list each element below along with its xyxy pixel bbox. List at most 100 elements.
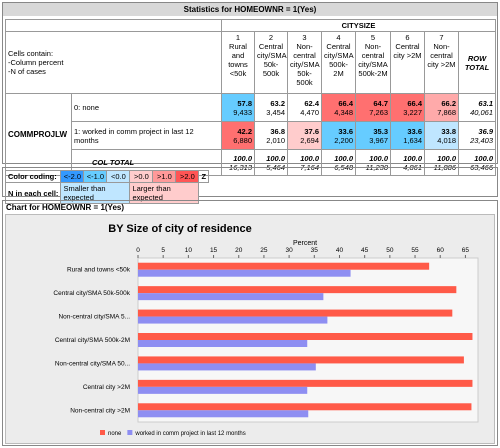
data-cell: 100.0 6,548: [321, 149, 356, 176]
stats-header: Statistics for HOMEOWNR = 1(Yes): [3, 3, 497, 16]
x-tick-label: 60: [437, 247, 445, 254]
chart-header: Chart for HOMEOWNR = 1(Yes): [6, 203, 125, 212]
data-cell: 37.6 2,694: [287, 121, 322, 150]
data-cell: 42.2 6,880: [221, 121, 255, 150]
color-legend: Color coding: <-2.0 <-1.0 <0.0 >0.0 >1.0 >2.0 Z…: [4, 170, 210, 204]
y-tick-label: Non-central city >2M: [70, 407, 130, 414]
cell-percent: 36.9: [478, 126, 494, 136]
row-total-header: ROW TOTAL: [457, 31, 497, 94]
column-code: 7: [439, 33, 444, 42]
data-cell: 100.0 5,464: [254, 149, 288, 176]
data-cell: 35.3 3,967: [355, 121, 391, 150]
column-header: 3 Non-central city/SMA 50k-500k: [287, 31, 322, 94]
column-label: Non-central city/SMA 500k-2M: [358, 42, 388, 78]
cell-percent: 33.6: [338, 126, 353, 136]
legend-label: none: [108, 431, 122, 437]
y-tick-label: Central city/SMA 50k-500k: [53, 290, 130, 297]
bar: [138, 286, 457, 294]
color-bin: <-1.0: [83, 170, 108, 183]
data-cell: 66.2 7,868: [424, 93, 459, 122]
data-row: 1: worked in comm project in last 12 mon…: [6, 121, 497, 150]
cell-percent: 100.0: [266, 153, 285, 163]
cell-n: 6,880: [233, 135, 252, 145]
cell-n: 23,403: [470, 135, 494, 145]
bar: [138, 333, 473, 340]
column-label: Central city/SMA 50k-500k: [257, 42, 287, 78]
legend-frame: [2, 167, 498, 197]
legend-swatch: [127, 430, 133, 435]
cell-percent: 66.4: [407, 98, 422, 108]
data-cell: 36.9 23,403: [457, 121, 497, 150]
legend-swatch: [100, 430, 105, 435]
cell-percent: 36.8: [270, 126, 285, 136]
column-label: Non-central city/SMA 50k-500k: [290, 42, 320, 87]
bar: [138, 269, 351, 277]
y-tick-label: Rural and towns <50k: [67, 267, 131, 274]
data-cell: 57.8 9,433: [221, 93, 255, 122]
chart: BY Size of city of residence Percent 0 5 1…: [5, 214, 495, 444]
x-tick-label: 55: [411, 247, 419, 254]
x-tick-label: 45: [361, 247, 369, 254]
cell-percent: 100.0: [233, 153, 252, 163]
bar: [138, 379, 473, 387]
cell-percent: 57.8: [237, 98, 252, 108]
x-tick-label: 25: [260, 247, 268, 254]
bar: [138, 293, 324, 301]
x-tick-label: 35: [311, 247, 319, 254]
bar: [138, 262, 430, 270]
cell-percent: 100.0: [300, 153, 319, 163]
cell-n: 4,018: [437, 135, 456, 145]
bar: [138, 410, 309, 418]
cell-percent: 100.0: [437, 153, 456, 163]
z-label: Z: [198, 170, 210, 183]
column-label: Central city/SMA 500k-2M: [324, 42, 354, 78]
cell-n: 7,868: [437, 107, 456, 117]
smaller-label: Smaller than expected: [60, 182, 131, 204]
x-tick-label: 50: [386, 247, 394, 254]
cell-percent: 35.3: [373, 126, 388, 136]
cell-n: 3,967: [369, 135, 388, 145]
cell-percent: 66.2: [441, 98, 456, 108]
row-variable: COMMPROJLW: [5, 93, 72, 176]
x-tick-label: 0: [136, 247, 140, 254]
bar: [138, 340, 308, 347]
cell-percent: 42.2: [237, 126, 252, 136]
cell-percent: 33.8: [441, 126, 456, 136]
data-cell: 33.6 1,634: [390, 121, 425, 150]
legend-label: Color coding:: [4, 170, 62, 183]
legend-row: N in each cell: Smaller than expected Larg…: [4, 182, 209, 204]
cell-n: 2,200: [334, 135, 353, 145]
data-cell: 63.1 40,061: [457, 93, 497, 122]
x-tick-label: 5: [161, 247, 165, 254]
data-cell: 62.4 4,470: [287, 93, 322, 122]
bar: [138, 363, 316, 371]
cell-n: 3,227: [403, 107, 422, 117]
x-tick-label: 20: [235, 247, 243, 254]
cell-percent: 62.4: [304, 98, 319, 108]
cell-n: 3,454: [266, 107, 285, 117]
color-bin: <0.0: [106, 170, 131, 183]
data-row: COMMPROJLW 0: none 57.8 9,433 63.2 3,454 62.4 4…: [5, 93, 497, 176]
chart-frame: [2, 200, 498, 446]
cell-n: 4,470: [300, 107, 319, 117]
data-cell: 64.7 7,263: [355, 93, 391, 122]
y-tick-label: Central city/SMA 500k-2M: [55, 337, 130, 344]
y-tick-label: Central city >2M: [83, 384, 130, 391]
y-tick-label: Non-central city/SMA 5...: [58, 314, 130, 321]
data-cell: 36.8 2,010: [254, 121, 288, 150]
crosstab: CITYSIZE Cells contain: -Column percent -N …: [5, 19, 497, 176]
bar: [138, 316, 328, 324]
column-label: Central city >2M: [393, 42, 422, 60]
column-header-row: Cells contain: -Column percent -N of cases…: [5, 31, 497, 94]
column-header: 4 Central city/SMA 500k-2M: [321, 31, 356, 94]
data-cell: 63.2 3,454: [254, 93, 288, 122]
bar: [138, 309, 453, 317]
legend-row: Color coding: <-2.0 <-1.0 <0.0 >0.0 >1.0 >2.0 Z: [4, 170, 210, 183]
row-label: 0: none: [71, 93, 222, 122]
column-code: 4: [336, 33, 341, 42]
column-code: 5: [370, 33, 376, 42]
col-variable: CITYSIZE: [220, 19, 497, 32]
bar: [138, 356, 464, 364]
cell-percent: 63.2: [270, 98, 285, 108]
